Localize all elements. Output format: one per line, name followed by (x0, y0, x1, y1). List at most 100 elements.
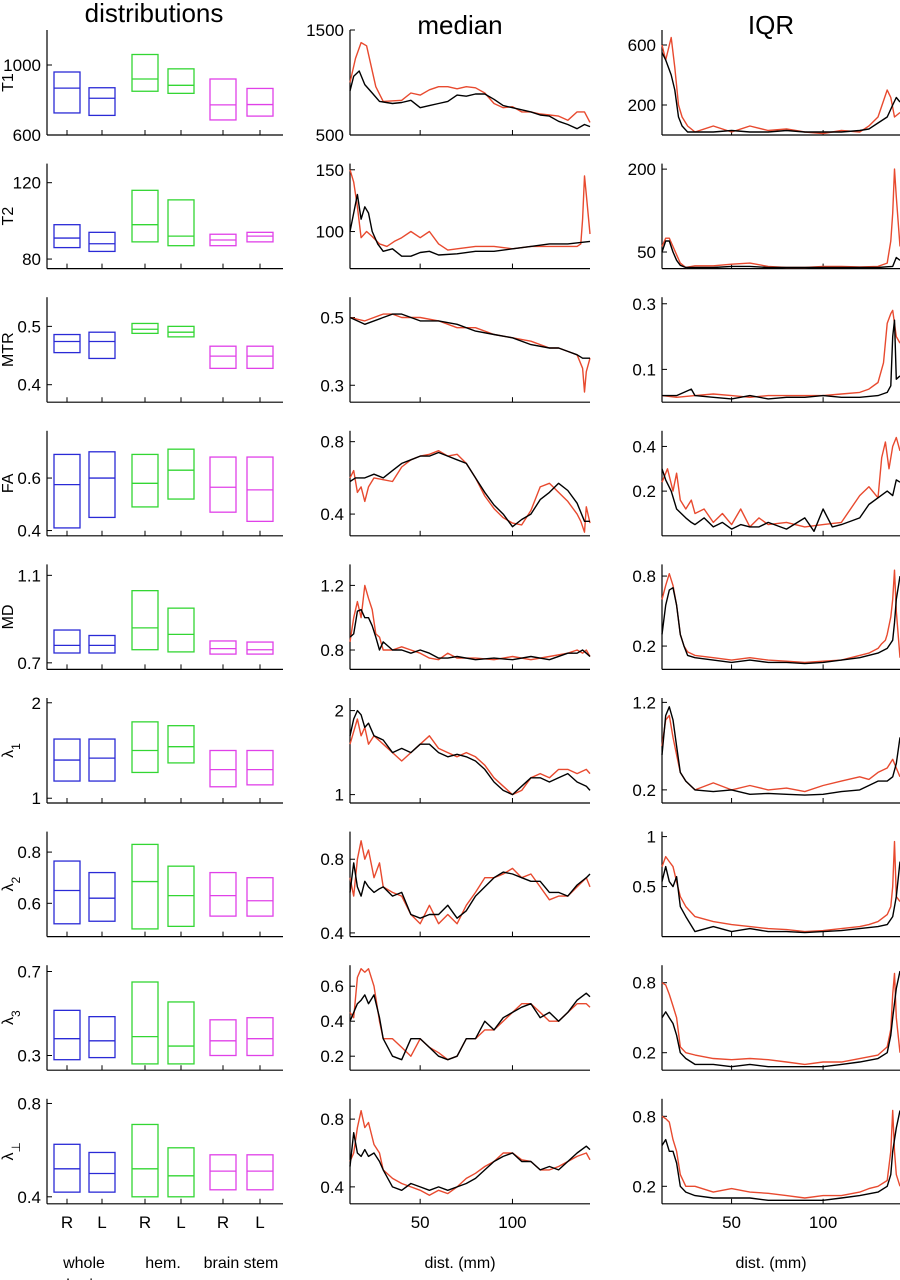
box-2 (88, 331, 116, 360)
series-line-black (349, 193, 591, 257)
y-tick-label: 0.2 (632, 482, 656, 501)
box-4 (167, 725, 195, 764)
x-axis-label: dist. (mm) (735, 1255, 806, 1272)
group-label-whole-brain: whole brain (62, 1255, 105, 1280)
series-line-red (349, 840, 591, 925)
y-tick-label: 150 (316, 161, 344, 180)
y-tick-label: 0.3 (320, 376, 344, 395)
row-T2: 80 120 T2 100 150 50 200 (0, 160, 900, 270)
y-tick-label: 0.5 (632, 878, 656, 897)
box-4 (167, 607, 195, 653)
y-tick-label: 0.8 (632, 1107, 656, 1126)
box-label-2: L (97, 1213, 106, 1232)
box-2 (88, 87, 116, 117)
y-tick-label: 1.1 (17, 566, 41, 585)
box-3 (131, 721, 159, 774)
panel-median-lambda1: 12 (335, 698, 591, 805)
y-tick-label: 2 (335, 702, 344, 721)
y-tick-label: 0.7 (17, 654, 41, 673)
series-line-red (661, 168, 900, 269)
y-tick-label: 1500 (306, 21, 344, 40)
box-5 (209, 456, 237, 513)
series-line-black (661, 1110, 900, 1202)
box-4 (167, 199, 195, 247)
series-line-red (349, 718, 591, 796)
y-tick-label: 0.8 (320, 433, 344, 452)
box-5 (209, 78, 237, 121)
box-2 (88, 1016, 116, 1059)
panel-median-T2: 100 150 (316, 161, 591, 270)
series-line-black (661, 706, 900, 796)
box-label-6: L (255, 1213, 264, 1232)
series-line-red (661, 840, 900, 933)
box-5 (209, 345, 237, 370)
box-3 (131, 843, 159, 930)
panel-dist-lambda2: 0.6 0.8 λ2 (0, 831, 283, 938)
y-axis-label-subscript: 2 (9, 876, 23, 883)
y-tick-label: 0.8 (320, 641, 344, 660)
series-line-black (349, 1131, 591, 1192)
box-3 (131, 1123, 159, 1198)
y-tick-label: 0.8 (632, 567, 656, 586)
box-2 (88, 634, 116, 654)
box-1 (53, 333, 81, 354)
y-tick-label: 0.2 (632, 637, 656, 656)
box-5 (209, 1154, 237, 1191)
box-1 (53, 224, 81, 249)
y-axis-label-symbol: λ (0, 1153, 17, 1161)
y-tick-label: 2 (32, 694, 41, 713)
y-tick-label: 0.8 (320, 850, 344, 869)
series-line-black (661, 861, 900, 934)
panel-dist-MD: 0.7 1.1MD (0, 564, 283, 673)
y-axis-label-symbol: MD (0, 604, 17, 629)
y-axis-label-symbol: T1 (0, 73, 17, 92)
y-tick-label: 1 (32, 789, 41, 808)
y-tick-label: 0.5 (320, 309, 344, 328)
x-tick-label: 100 (498, 1213, 526, 1232)
y-tick-label: 0.6 (320, 977, 344, 996)
box-6 (246, 1017, 274, 1057)
box-1 (53, 629, 81, 654)
box-label-3: R (139, 1213, 151, 1232)
y-axis-label-symbol: λ (0, 750, 17, 758)
box-2 (88, 738, 116, 782)
box-3 (131, 189, 159, 243)
series-line-red (661, 1109, 900, 1199)
box-3 (131, 53, 159, 92)
series-line-red (661, 309, 900, 398)
box-3 (131, 590, 159, 651)
column-title-median: median (417, 10, 502, 40)
row-MD: 0.7 1.1MD 0.8 1.2 0.2 0.8 (0, 564, 900, 673)
panel-median-lambda3: 0.2 0.4 0.6 (320, 965, 591, 1071)
x-tick-label: 50 (411, 1213, 430, 1232)
panel-dist-T2: 80 120 T2 (0, 163, 283, 270)
y-tick-label: 1000 (3, 56, 41, 75)
y-tick-label: 1.2 (632, 693, 656, 712)
panel-iqr-lambda1: 0.2 1.2 (632, 693, 900, 804)
group-label-hem: hem. (145, 1255, 181, 1272)
y-tick-label: 0.2 (632, 781, 656, 800)
panel-iqr-T2: 50 200 (628, 160, 900, 270)
group-label-word: brain (66, 1277, 102, 1280)
panel-median-lambda_perp: 0.4 0.8 (320, 1098, 591, 1205)
y-tick-label: 0.6 (17, 469, 41, 488)
panel-iqr-lambda_perp: 0.2 0.8 (632, 1098, 900, 1205)
y-axis-label-lambda2: λ2 (0, 876, 23, 891)
box-4 (167, 448, 195, 500)
box-6 (246, 1154, 274, 1191)
box-5 (209, 1019, 237, 1057)
panel-iqr-T1: 200 600 (628, 30, 900, 136)
box-1 (53, 1009, 81, 1061)
series-line-black (349, 313, 590, 359)
y-tick-label: 50 (637, 243, 656, 262)
panel-median-lambda2: 0.4 0.8 (320, 831, 591, 943)
series-line-red (349, 450, 591, 533)
